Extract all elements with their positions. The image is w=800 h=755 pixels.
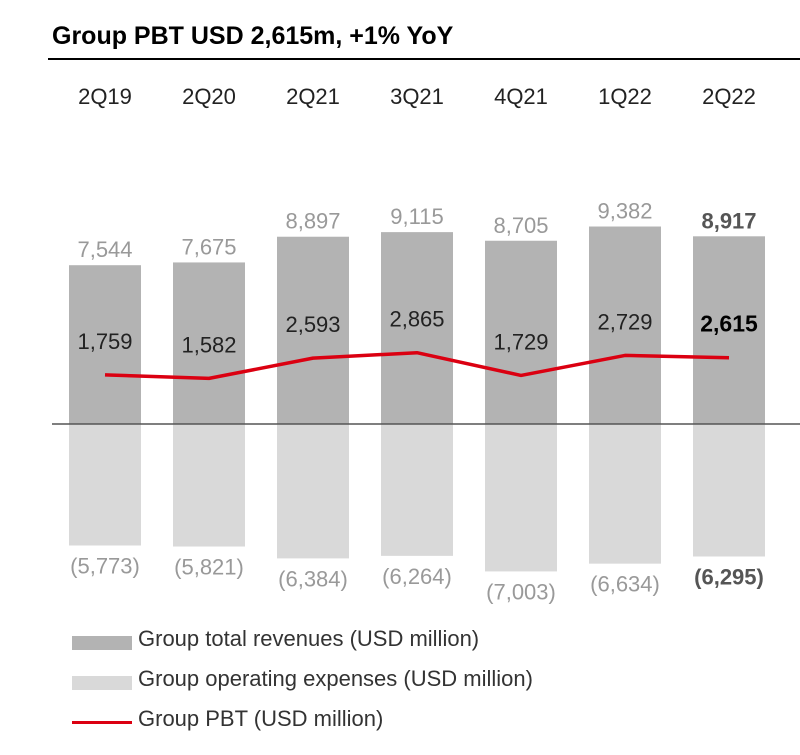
pbt-data-label: 1,759 <box>77 329 132 354</box>
expense-bar <box>69 424 141 546</box>
revenue-data-label: 7,544 <box>77 237 132 262</box>
x-tick-label: 1Q22 <box>598 84 652 109</box>
expense-bar <box>589 424 661 564</box>
revenue-bar <box>693 236 765 424</box>
expense-data-label: (6,634) <box>590 572 660 597</box>
expense-data-label: (5,821) <box>174 555 244 580</box>
x-tick-label: 2Q20 <box>182 84 236 109</box>
expense-data-label: (7,003) <box>486 579 556 604</box>
legend-label-expenses: Group operating expenses (USD million) <box>138 666 533 691</box>
x-tick-label: 4Q21 <box>494 84 548 109</box>
x-tick-label: 3Q21 <box>390 84 444 109</box>
expense-data-label: (6,264) <box>382 564 452 589</box>
pbt-data-label: 2,729 <box>597 309 652 334</box>
pbt-data-label: 2,615 <box>700 311 758 337</box>
x-tick-label: 2Q22 <box>702 84 756 109</box>
pbt-data-label: 1,729 <box>493 329 548 354</box>
expense-bar <box>381 424 453 556</box>
pbt-data-label: 1,582 <box>181 332 236 357</box>
chart-title: Group PBT USD 2,615m, +1% YoY <box>52 22 454 50</box>
legend-swatch-expenses <box>72 676 132 690</box>
title-underline <box>48 58 800 60</box>
pbt-data-label: 2,593 <box>285 312 340 337</box>
expense-bar <box>173 424 245 547</box>
revenue-bar <box>381 232 453 424</box>
expense-bar <box>485 424 557 572</box>
x-tick-label: 2Q21 <box>286 84 340 109</box>
revenue-bar <box>69 265 141 424</box>
revenue-data-label: 9,382 <box>597 199 652 224</box>
legend-swatch-revenues <box>72 636 132 650</box>
expense-data-label: (5,773) <box>70 554 140 579</box>
legend-swatch-pbt <box>72 721 132 724</box>
expense-data-label: (6,384) <box>278 566 348 591</box>
revenue-bar <box>589 226 661 424</box>
revenue-bar <box>173 262 245 424</box>
revenue-data-label: 8,917 <box>701 208 756 233</box>
legend-label-pbt: Group PBT (USD million) <box>138 706 384 731</box>
legend-label-revenues: Group total revenues (USD million) <box>138 626 480 651</box>
pbt-line <box>104 350 730 381</box>
revenue-bar <box>485 240 557 424</box>
revenue-data-label: 7,675 <box>181 234 236 259</box>
expense-bar <box>277 424 349 559</box>
revenue-data-label: 9,115 <box>390 204 443 229</box>
revenue-data-label: 8,897 <box>285 209 340 234</box>
expense-data-label: (6,295) <box>694 565 764 590</box>
pbt-data-label: 2,865 <box>389 307 444 332</box>
expense-bar <box>693 424 765 557</box>
revenue-data-label: 8,705 <box>493 213 548 238</box>
x-tick-label: 2Q19 <box>78 84 132 109</box>
revenue-bar <box>277 236 349 424</box>
